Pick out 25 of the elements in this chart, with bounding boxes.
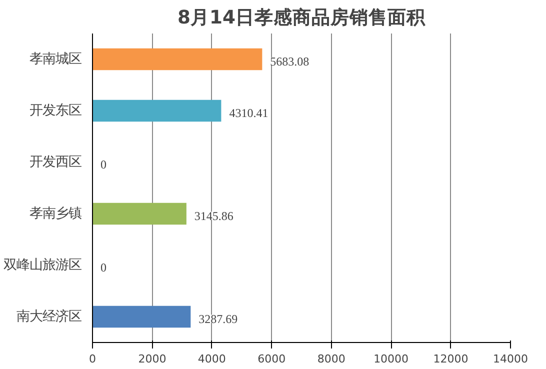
y-tick-label: 开发西区 [30, 154, 82, 170]
chart-title: 8月14日孝感商品房销售面积 [178, 6, 426, 28]
y-tick-label: 双峰山旅游区 [4, 258, 82, 273]
y-tick-label: 孝南乡镇 [30, 206, 82, 222]
x-tick-label: 4000 [198, 352, 226, 366]
data-label: 0 [100, 260, 106, 274]
bar [92, 306, 191, 328]
x-tick-label: 12000 [433, 352, 468, 366]
data-label: 3145.86 [194, 208, 234, 223]
y-tick-label: 开发东区 [30, 103, 82, 118]
x-tick-label: 6000 [258, 352, 286, 366]
x-tick-label: 2000 [138, 352, 166, 366]
data-label: 3287.69 [198, 312, 238, 326]
data-label: 0 [100, 157, 106, 172]
y-tick-label: 南大经济区 [16, 309, 82, 324]
data-label: 5683.08 [270, 54, 310, 68]
y-tick-label: 孝南城区 [30, 52, 82, 67]
bar [92, 48, 262, 70]
bar [92, 100, 222, 122]
x-tick-label: 10000 [374, 352, 409, 366]
x-tick-label: 14000 [493, 352, 528, 366]
bar [92, 202, 186, 225]
x-tick-label: 8000 [317, 352, 346, 366]
x-tick-label: 0 [89, 352, 96, 366]
data-label: 4310.41 [229, 106, 268, 120]
